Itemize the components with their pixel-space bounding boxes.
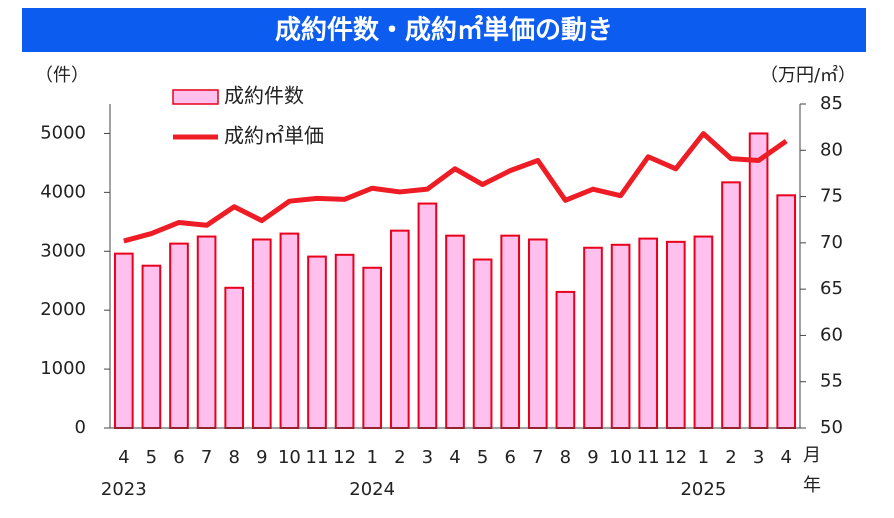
bar — [472, 258, 493, 429]
x-tick-label: 3 — [422, 447, 433, 468]
x-unit-year: 年 — [803, 475, 821, 496]
x-tick-label: 12 — [664, 447, 687, 468]
y2-tick-label: 75 — [820, 186, 843, 207]
x-tick-label: 6 — [173, 447, 184, 468]
bar — [693, 235, 714, 429]
x-tick-label: 6 — [504, 447, 515, 468]
year-label: 2023 — [101, 479, 147, 500]
x-tick-label: 3 — [753, 447, 764, 468]
y-tick-label: 2000 — [40, 299, 86, 320]
x-tick-label: 2 — [725, 447, 736, 468]
x-tick-label: 9 — [587, 447, 598, 468]
y2-tick-label: 60 — [820, 324, 843, 345]
bar — [169, 242, 189, 429]
year-label: 2025 — [680, 479, 726, 500]
y-tick-label: 3000 — [40, 240, 86, 261]
year-label: 2024 — [349, 479, 395, 500]
x-tick-label: 2 — [394, 447, 405, 468]
x-tick-label: 1 — [366, 447, 377, 468]
bar — [141, 264, 162, 429]
y-tick-label: 5000 — [40, 122, 86, 143]
y-axis-label: （件） — [35, 65, 89, 86]
bar — [389, 229, 410, 429]
x-tick-label: 12 — [333, 447, 356, 468]
bar — [196, 235, 217, 429]
x-tick-label: 7 — [532, 447, 543, 468]
y-tick-label: 1000 — [40, 358, 86, 379]
x-unit-month: 月 — [803, 445, 821, 466]
x-tick-label: 8 — [228, 447, 239, 468]
y2-tick-label: 70 — [820, 232, 843, 253]
x-tick-label: 11 — [637, 447, 660, 468]
y2-tick-label: 55 — [820, 371, 843, 392]
bar — [417, 202, 438, 429]
bar — [638, 237, 659, 429]
x-tick-label: 9 — [256, 447, 267, 468]
bar — [279, 232, 300, 429]
y2-axis-label: （万円/㎡） — [760, 64, 856, 86]
y2-tick-label: 50 — [820, 417, 843, 438]
bar — [721, 181, 741, 429]
x-tick-label: 8 — [560, 447, 571, 468]
bar — [665, 240, 686, 429]
y-tick-label: 4000 — [40, 181, 86, 202]
y2-tick-label: 65 — [820, 278, 843, 299]
x-tick-label: 4 — [118, 447, 129, 468]
x-tick-label: 11 — [306, 447, 329, 468]
chart-title: 成約件数・成約㎡単価の動き — [275, 15, 613, 46]
x-tick-label: 5 — [146, 447, 157, 468]
x-tick-label: 5 — [477, 447, 488, 468]
x-tick-label: 4 — [780, 447, 791, 468]
bar — [113, 252, 134, 429]
bar — [251, 238, 272, 429]
x-tick-label: 1 — [698, 447, 709, 468]
y-tick-label: 0 — [75, 417, 86, 438]
legend-label: 成約㎡単価 — [224, 124, 324, 148]
bar — [334, 253, 355, 429]
x-tick-label: 4 — [449, 447, 460, 468]
y2-tick-label: 85 — [820, 93, 843, 114]
y2-tick-label: 80 — [820, 139, 843, 160]
bar — [776, 194, 797, 429]
x-tick-label: 7 — [201, 447, 212, 468]
x-tick-label: 10 — [609, 447, 632, 468]
bar — [500, 234, 521, 429]
title-bar — [22, 8, 866, 52]
bar — [362, 266, 383, 429]
line — [123, 131, 788, 244]
legend-swatch — [172, 89, 219, 105]
bar — [555, 290, 576, 430]
bar — [224, 286, 245, 429]
legend-label: 成約件数 — [224, 84, 304, 108]
x-tick-label: 10 — [278, 447, 301, 468]
bar — [610, 243, 631, 429]
bar — [445, 234, 465, 429]
bar — [748, 132, 769, 429]
bar — [527, 238, 548, 429]
bar — [307, 255, 327, 430]
bar — [583, 246, 603, 429]
